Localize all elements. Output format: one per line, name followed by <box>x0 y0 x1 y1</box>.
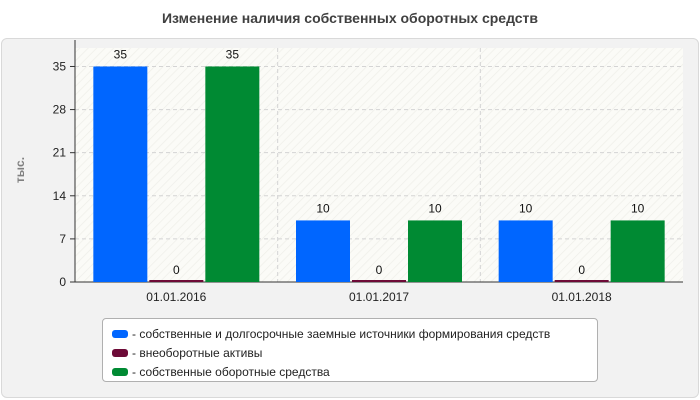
data-label: 10 <box>519 201 533 215</box>
y-tick-label: 28 <box>53 103 67 117</box>
y-tick-label: 14 <box>53 189 67 203</box>
bar <box>408 220 462 282</box>
chart-legend: - собственные и долгосрочные заемные ист… <box>102 318 598 382</box>
legend-item: - собственные оборотные средства <box>112 362 597 381</box>
legend-label: - собственные и долгосрочные заемные ист… <box>132 326 551 341</box>
x-tick-label: 01.01.2016 <box>146 290 206 304</box>
bar <box>93 66 148 282</box>
bar <box>205 66 260 282</box>
legend-swatch <box>112 329 128 338</box>
y-tick-label: 21 <box>53 146 67 160</box>
data-label: 35 <box>114 47 128 61</box>
x-tick-label: 01.01.2018 <box>552 290 612 304</box>
data-label: 35 <box>226 47 240 61</box>
data-label: 10 <box>428 201 442 215</box>
data-label: 0 <box>578 263 585 277</box>
bar <box>498 220 553 282</box>
data-label: 10 <box>316 201 330 215</box>
legend-label: - внеоборотные активы <box>132 345 263 360</box>
legend-item: - внеоборотные активы <box>112 343 597 362</box>
bar <box>296 220 350 282</box>
legend-swatch <box>112 367 128 376</box>
data-label: 0 <box>376 263 383 277</box>
bar <box>610 220 665 282</box>
y-tick-label: 35 <box>53 59 67 73</box>
legend-item: - собственные и долгосрочные заемные ист… <box>112 324 597 343</box>
chart-title: Изменение наличия собственных оборотных … <box>161 10 539 26</box>
y-tick-label: 0 <box>59 275 66 289</box>
legend-swatch <box>112 348 128 357</box>
bar <box>149 280 204 282</box>
x-tick-label: 01.01.2017 <box>349 290 409 304</box>
bar <box>352 280 406 282</box>
data-label: 0 <box>173 263 180 277</box>
y-tick-label: 7 <box>59 232 66 246</box>
bar <box>554 280 609 282</box>
legend-label: - собственные оборотные средства <box>132 364 330 379</box>
plot-area <box>75 48 683 282</box>
data-label: 10 <box>631 201 645 215</box>
